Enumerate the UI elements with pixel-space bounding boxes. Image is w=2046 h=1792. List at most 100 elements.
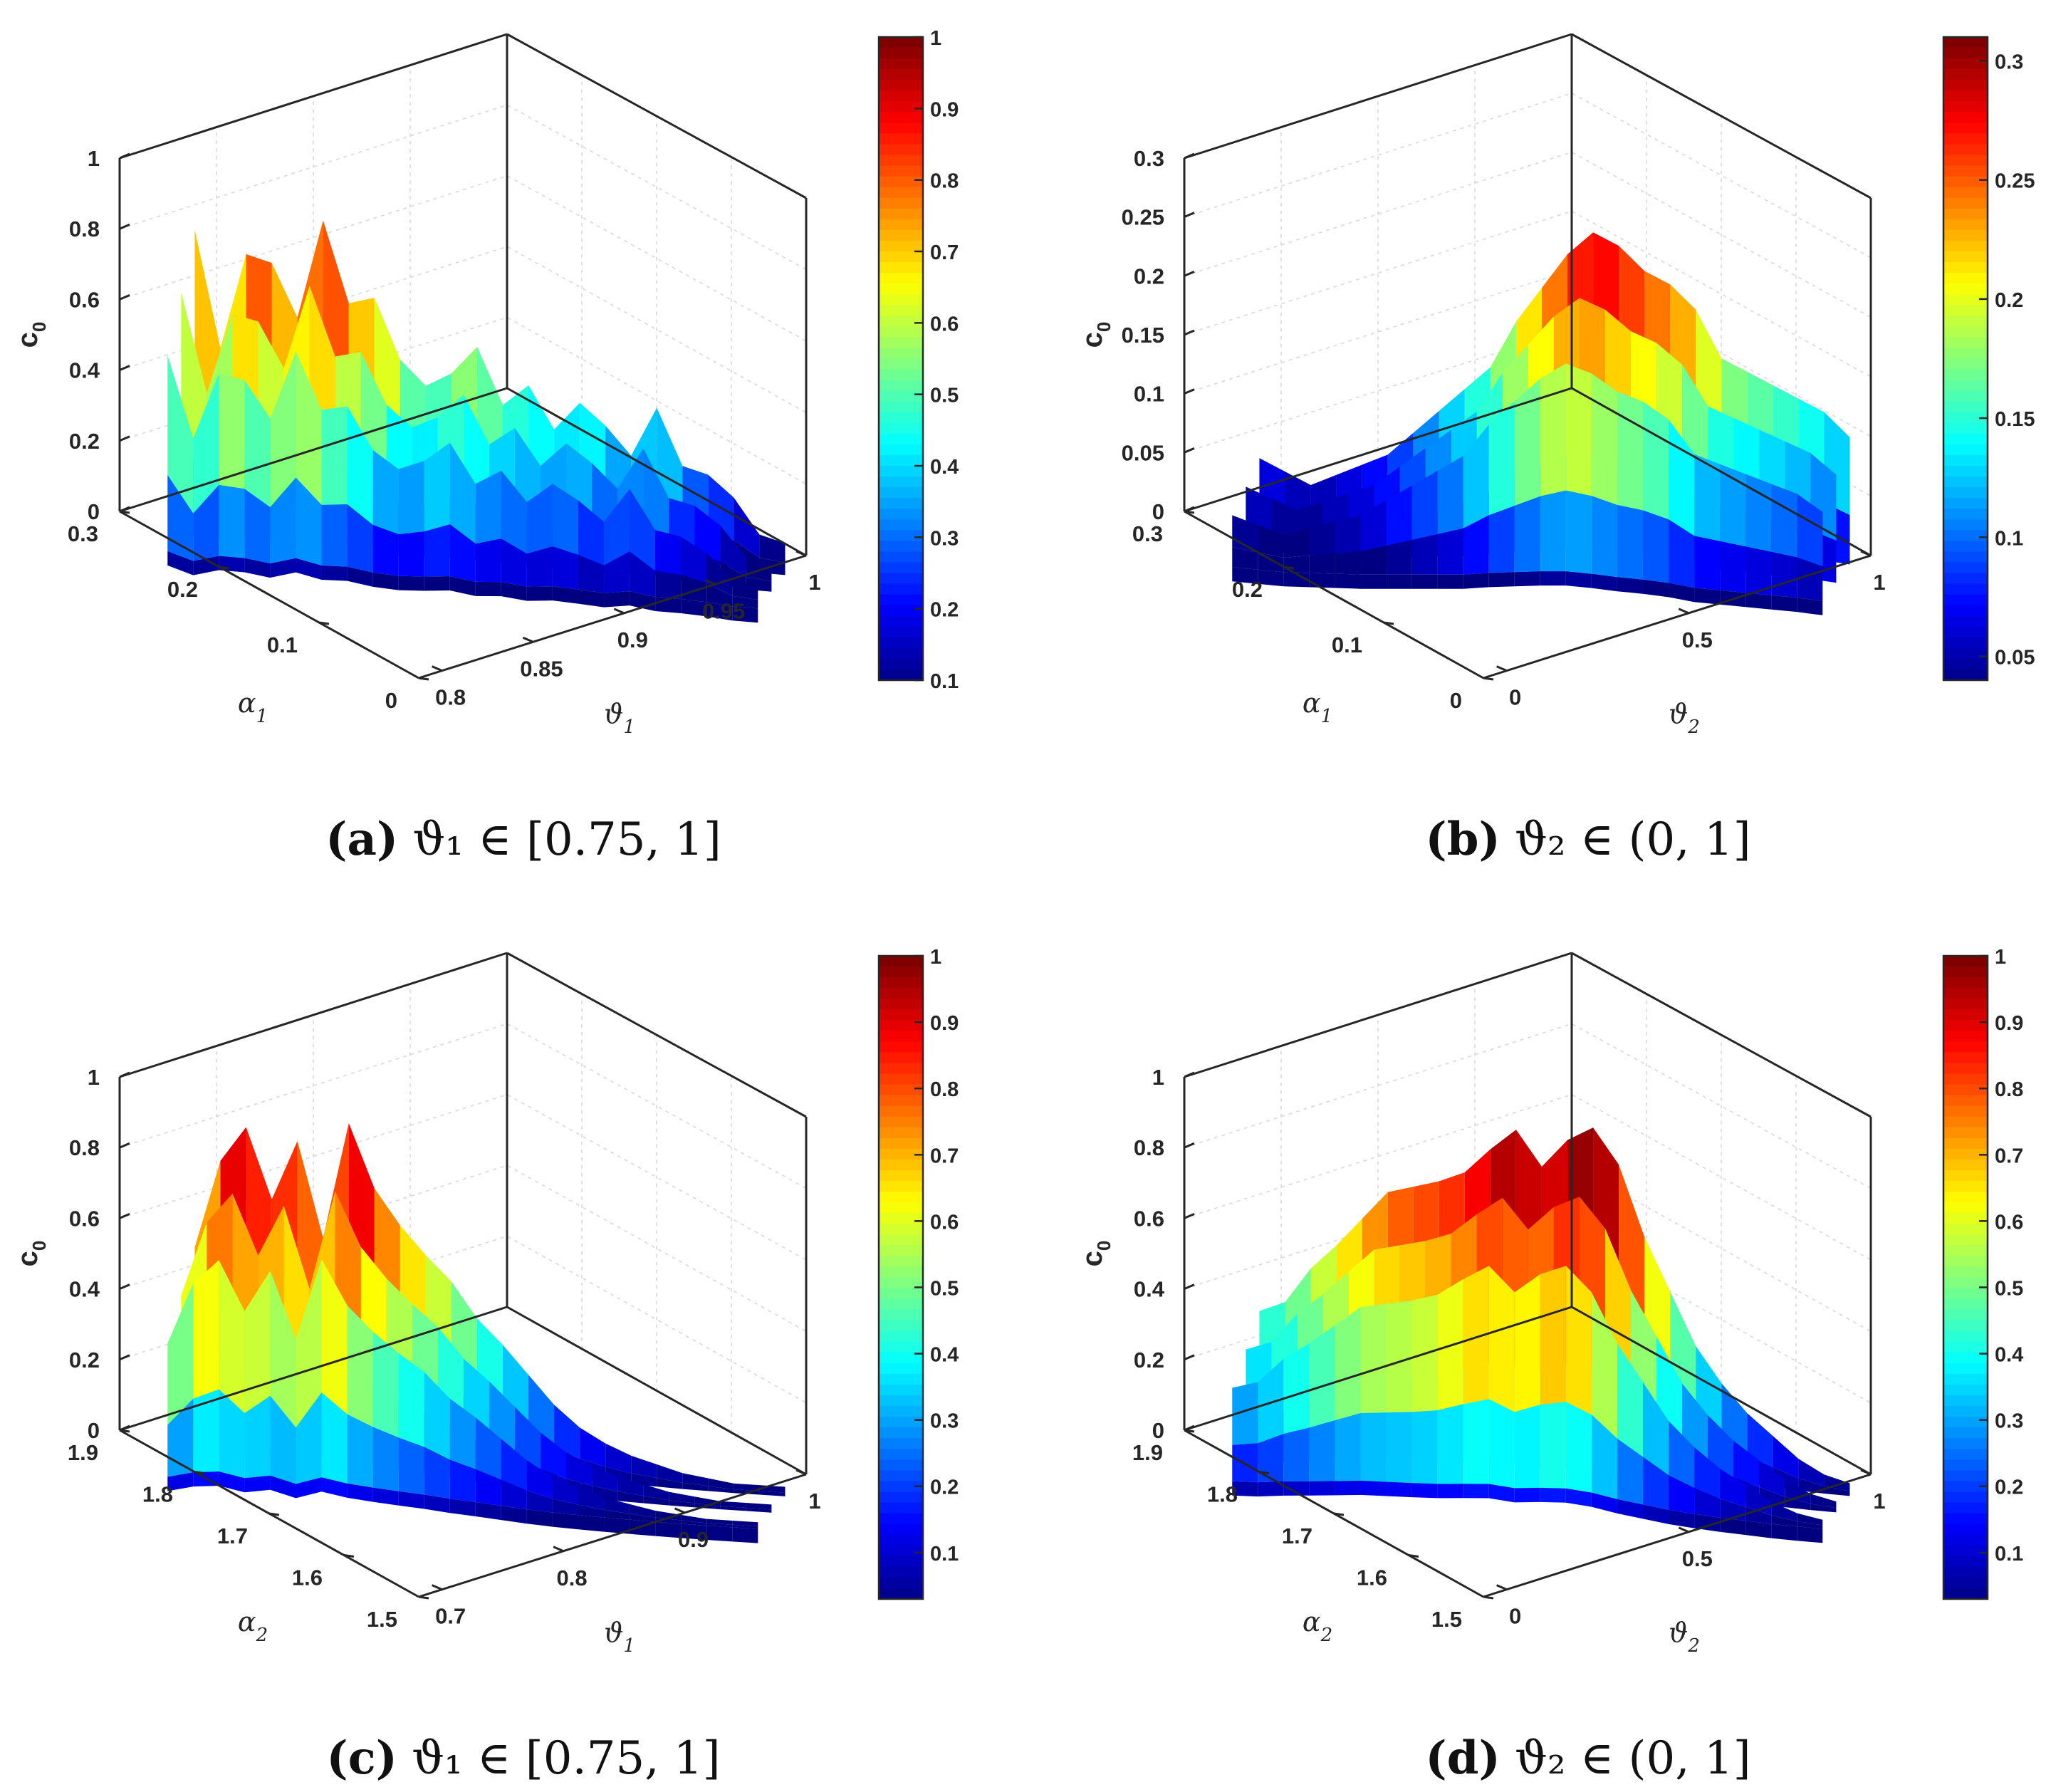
y-tick-label: 0.85 [520,656,563,681]
surface-patch [1642,1504,1669,1524]
colorbar-segment [879,197,923,209]
colorbar-segment [879,999,923,1011]
surface-patch [270,477,296,564]
colorbar-segment [879,988,923,1000]
surface-patch [1463,515,1489,575]
colorbar-segment [879,1545,923,1557]
colorbar-segment [879,1459,923,1471]
colorbar-segment [879,433,923,445]
z-axis-label: c0 [12,322,50,348]
surface-patch [526,1490,553,1513]
surface-patch [604,591,630,608]
surface-patch [1258,569,1284,587]
colorbar-segment [879,1234,923,1246]
colorbar-segment [1943,1330,1988,1343]
z-tick-label: 0.05 [1122,440,1164,465]
z-grid-line [119,104,807,271]
surface-patch [578,500,605,566]
colorbar-segment [879,454,923,467]
surface-patch [1824,1486,1850,1496]
colorbar-segment [1943,337,1988,349]
colorbar-tick-label: 0.3 [930,1410,959,1433]
surface-patch [1720,541,1746,593]
colorbar-segment [1943,390,1988,402]
colorbar-segment [1943,197,1988,209]
surface-patch [270,558,296,578]
y-tick-label: 0.8 [557,1566,588,1590]
colorbar-segment [879,1063,923,1075]
colorbar-segment [1943,1534,1988,1546]
surface-patch [1797,557,1823,601]
colorbar-segment [879,1245,923,1257]
z-tick-mark [1184,212,1195,219]
colorbar-segment [879,1406,923,1418]
surface-patch [526,1509,553,1527]
surface-patch [449,1499,476,1516]
colorbar-segment [1943,444,1988,456]
y-axis-line [1483,1473,1872,1598]
colorbar-segment [1943,316,1988,328]
surface-patch [296,1392,322,1484]
z-tick-label: 0.8 [1134,1135,1164,1160]
colorbar-segment [879,1288,923,1300]
surface-patch [1540,490,1566,572]
colorbar-segment [879,1159,923,1171]
colorbar-segment [879,358,923,370]
colorbar-segment [1943,626,1988,638]
colorbar-frame [877,36,924,682]
colorbar-segment [879,1137,923,1150]
y-axis-label-sub: 1 [623,717,635,738]
colorbar-tick-label: 0.8 [930,170,959,193]
surface-patch [681,599,707,617]
colorbar-segment [879,262,923,274]
colorbar-segment [1943,80,1988,92]
surface-patch [1360,500,1387,552]
colorbar-segment [1943,305,1988,317]
colorbar-segment [879,251,923,264]
surface-patch [681,536,707,583]
z-tick-label: 0.4 [69,1277,100,1302]
colorbar-segment [1943,1566,1988,1578]
z-tick-mark [119,294,130,301]
surface-patch [1232,1382,1258,1445]
colorbar-segment [879,390,923,402]
colorbar-segment [879,1320,923,1332]
surface-patch [449,1459,476,1502]
colorbar-segment [1943,1052,1988,1064]
colorbar-segment [879,380,923,392]
surface-patch [706,583,733,607]
colorbar-segment [879,530,923,542]
colorbar-tick-label: 0.8 [1995,1078,2023,1101]
colorbar-tick-label: 0.5 [1995,1277,2023,1300]
colorbar-segment [1943,1202,1988,1214]
surface-patch [540,1432,567,1479]
colorbar-segment [879,967,923,979]
surface-patch [1565,1488,1592,1507]
y-axis-label: ϑ1 [604,698,635,738]
x-tick-label: 0.1 [1332,632,1362,657]
colorbar-segment [1943,1234,1988,1246]
surface-patch [708,1478,734,1490]
surface-patch [681,1514,707,1523]
colorbar-segment [1943,1159,1988,1171]
z-tick-mark [1184,1071,1195,1078]
colorbar-segment [879,1116,923,1128]
surface-patch [580,1427,606,1467]
colorbar-segment [1943,1363,1988,1375]
colorbar-segment [1943,1502,1988,1514]
x-tick-label: 0.3 [68,521,98,546]
surface-patch [219,1471,245,1493]
z-grid-line [1184,210,1872,377]
x-tick-mark [343,1554,355,1558]
surface-patch [1360,546,1387,575]
surface-patch [720,1506,746,1511]
surface-patch [167,1472,194,1491]
colorbar-segment [879,1213,923,1225]
colorbar-segment [1943,1298,1988,1311]
x-axis-label-sub: 1 [1321,706,1333,727]
z-tick-mark [119,1142,130,1149]
colorbar-segment [879,541,923,553]
z-tick-label: 0.1 [1134,382,1164,407]
z-tick-mark [1184,329,1195,336]
